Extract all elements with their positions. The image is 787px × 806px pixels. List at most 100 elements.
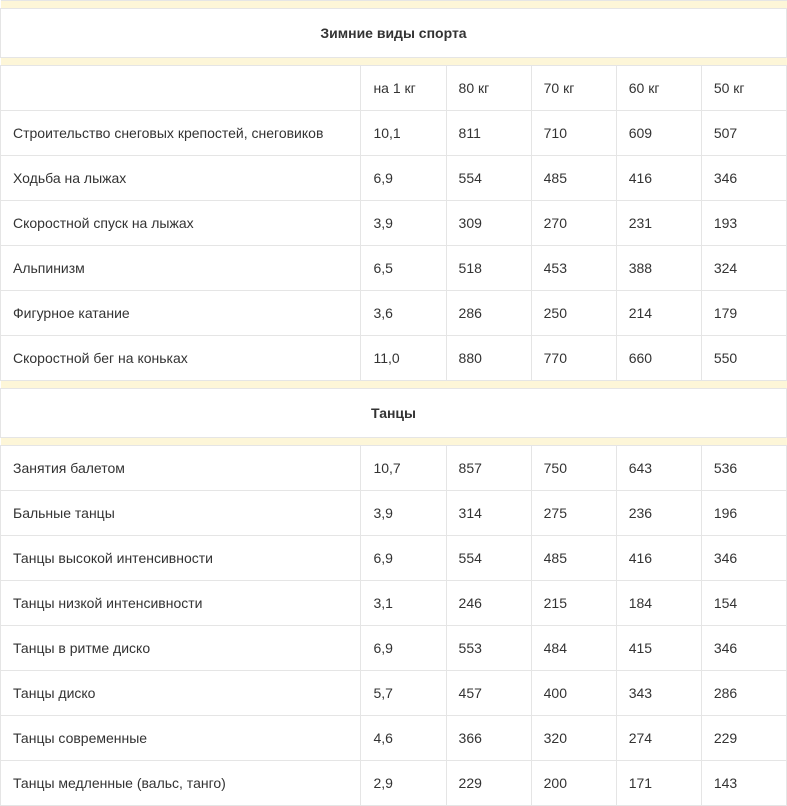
cell-activity: Ходьба на лыжах [1, 156, 361, 201]
section-spacer [1, 438, 787, 446]
table-row: Скоростной спуск на лыжах3,9309270231193 [1, 201, 787, 246]
cell-activity: Танцы низкой интенсивности [1, 581, 361, 626]
cell-per-kg: 11,0 [361, 336, 446, 381]
cell-70: 320 [531, 716, 616, 761]
cell-50: 229 [701, 716, 786, 761]
cell-70: 270 [531, 201, 616, 246]
cell-80: 366 [446, 716, 531, 761]
spacer-cell [1, 381, 787, 389]
cell-per-kg: 6,9 [361, 156, 446, 201]
cell-80: 314 [446, 491, 531, 536]
cell-activity: Альпинизм [1, 246, 361, 291]
calorie-table: Зимние виды спорта на 1 кг80 кг70 кг60 кг… [0, 0, 787, 806]
table-row: Скоростной бег на коньках11,088077066055… [1, 336, 787, 381]
cell-50: 346 [701, 536, 786, 581]
table-row: Танцы медленные (вальс, танго)2,92292001… [1, 761, 787, 806]
cell-80: 229 [446, 761, 531, 806]
cell-50: 196 [701, 491, 786, 536]
cell-80: 553 [446, 626, 531, 671]
cell-50: 536 [701, 446, 786, 491]
cell-50: 550 [701, 336, 786, 381]
cell-per-kg: 10,1 [361, 111, 446, 156]
cell-80: 554 [446, 156, 531, 201]
cell-50: 507 [701, 111, 786, 156]
cell-activity: Строительство снеговых крепостей, снегов… [1, 111, 361, 156]
cell-70: 215 [531, 581, 616, 626]
cell-per-kg: 10,7 [361, 446, 446, 491]
cell-60: 388 [616, 246, 701, 291]
cell-50: 286 [701, 671, 786, 716]
section-title-row: Зимние виды спорта [1, 9, 787, 58]
cell-50: 346 [701, 626, 786, 671]
cell-per-kg: 3,6 [361, 291, 446, 336]
cell-70: 770 [531, 336, 616, 381]
cell-80: 857 [446, 446, 531, 491]
table-row: Строительство снеговых крепостей, снегов… [1, 111, 787, 156]
cell-80: 880 [446, 336, 531, 381]
cell-60: 214 [616, 291, 701, 336]
cell-60: 184 [616, 581, 701, 626]
cell-70: 453 [531, 246, 616, 291]
cell-60: 231 [616, 201, 701, 246]
cell-80: 554 [446, 536, 531, 581]
cell-80: 246 [446, 581, 531, 626]
cell-70: 485 [531, 536, 616, 581]
cell-70: 400 [531, 671, 616, 716]
cell-per-kg: 3,1 [361, 581, 446, 626]
cell-70: 200 [531, 761, 616, 806]
cell-60: 343 [616, 671, 701, 716]
table-row: Ходьба на лыжах6,9554485416346 [1, 156, 787, 201]
cell-70: 484 [531, 626, 616, 671]
column-header-row: на 1 кг80 кг70 кг60 кг50 кг [1, 66, 787, 111]
cell-80: 518 [446, 246, 531, 291]
spacer-cell [1, 58, 787, 66]
cell-80: 309 [446, 201, 531, 246]
col-header-70: 70 кг [531, 66, 616, 111]
cell-activity: Скоростной спуск на лыжах [1, 201, 361, 246]
col-header-activity [1, 66, 361, 111]
cell-activity: Танцы диско [1, 671, 361, 716]
table-row: Бальные танцы3,9314275236196 [1, 491, 787, 536]
cell-50: 193 [701, 201, 786, 246]
cell-60: 236 [616, 491, 701, 536]
cell-60: 416 [616, 156, 701, 201]
table-row: Занятия балетом10,7857750643536 [1, 446, 787, 491]
table-row: Танцы в ритме диско6,9553484415346 [1, 626, 787, 671]
table-row: Танцы диско5,7457400343286 [1, 671, 787, 716]
section-spacer [1, 58, 787, 66]
cell-50: 179 [701, 291, 786, 336]
section-spacer [1, 381, 787, 389]
section-title: Зимние виды спорта [1, 9, 787, 58]
cell-60: 274 [616, 716, 701, 761]
cell-80: 286 [446, 291, 531, 336]
section-title-row: Танцы [1, 389, 787, 438]
cell-60: 643 [616, 446, 701, 491]
section-spacer [1, 1, 787, 9]
cell-activity: Бальные танцы [1, 491, 361, 536]
cell-activity: Скоростной бег на коньках [1, 336, 361, 381]
table-row: Танцы современные4,6366320274229 [1, 716, 787, 761]
cell-activity: Фигурное катание [1, 291, 361, 336]
table-row: Танцы низкой интенсивности3,124621518415… [1, 581, 787, 626]
cell-50: 324 [701, 246, 786, 291]
cell-per-kg: 6,9 [361, 536, 446, 581]
col-header-80: 80 кг [446, 66, 531, 111]
cell-80: 457 [446, 671, 531, 716]
cell-activity: Танцы в ритме диско [1, 626, 361, 671]
cell-per-kg: 6,5 [361, 246, 446, 291]
cell-activity: Танцы высокой интенсивности [1, 536, 361, 581]
cell-50: 346 [701, 156, 786, 201]
cell-60: 415 [616, 626, 701, 671]
spacer-cell [1, 438, 787, 446]
cell-50: 143 [701, 761, 786, 806]
cell-60: 660 [616, 336, 701, 381]
cell-60: 609 [616, 111, 701, 156]
cell-per-kg: 3,9 [361, 201, 446, 246]
section-title: Танцы [1, 389, 787, 438]
cell-per-kg: 3,9 [361, 491, 446, 536]
cell-70: 250 [531, 291, 616, 336]
cell-70: 485 [531, 156, 616, 201]
cell-80: 811 [446, 111, 531, 156]
cell-per-kg: 6,9 [361, 626, 446, 671]
cell-60: 416 [616, 536, 701, 581]
